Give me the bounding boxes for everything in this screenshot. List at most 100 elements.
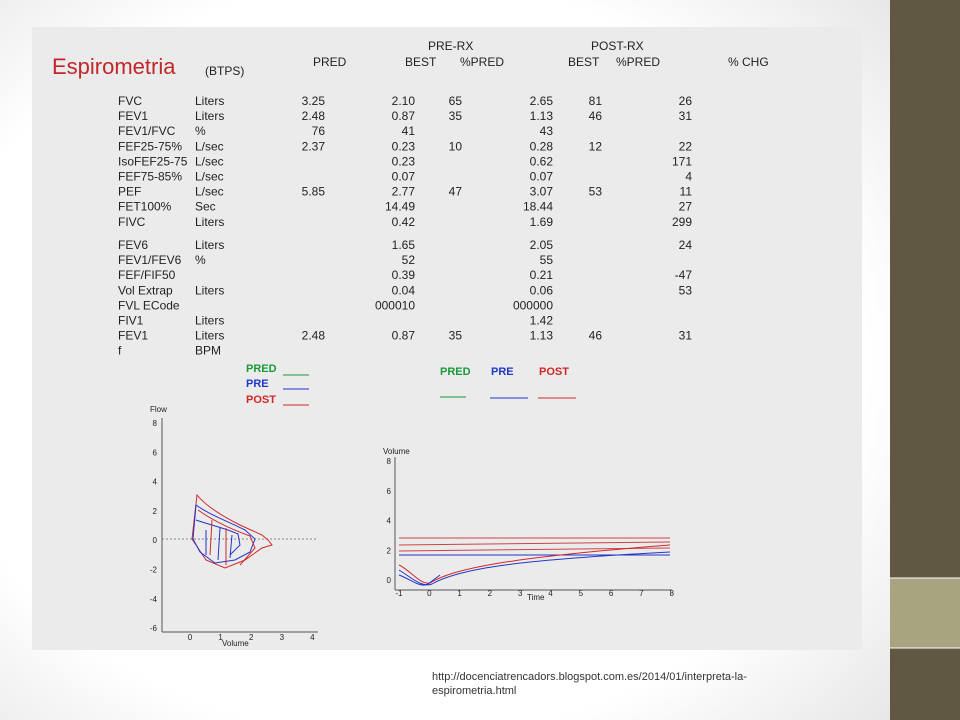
table-cell: 35 (449, 329, 463, 343)
source-line: espirometria.html (432, 685, 516, 697)
table-cell: 2.37 (302, 139, 326, 153)
y-tick-label: 6 (387, 487, 392, 496)
y-tick-label: 0 (153, 536, 158, 545)
table-cell: 0.62 (530, 154, 554, 168)
report-image (32, 27, 862, 650)
x-tick-label: 4 (548, 589, 553, 598)
pre-curve (398, 574, 441, 586)
legend-label: PRE (491, 366, 514, 378)
table-cell: 2.65 (530, 94, 554, 108)
table-cell: -47 (675, 268, 693, 282)
row-label: FEF/FIF50 (118, 268, 176, 282)
post-loop (191, 493, 273, 569)
axis-label: Time (527, 593, 545, 602)
table-cell: 171 (672, 154, 692, 168)
x-tick-label: 4 (310, 633, 315, 642)
x-tick-label: 2 (249, 633, 254, 642)
x-tick-label: 8 (669, 589, 674, 598)
y-tick-label: 4 (387, 517, 392, 526)
header: PRED (313, 55, 347, 69)
y-tick-label: -2 (150, 566, 158, 575)
table-cell: 81 (589, 94, 603, 108)
row-label: FVC (118, 94, 142, 108)
side-bar (890, 0, 960, 578)
table-cell: 2.48 (302, 109, 326, 123)
table-cell: 22 (679, 139, 693, 153)
row-label: FEV1 (118, 109, 148, 123)
axis-label: Flow (150, 405, 167, 414)
table-cell: Liters (195, 314, 224, 328)
y-tick-label: 2 (387, 546, 392, 555)
header: %PRED (460, 55, 504, 69)
row-label: FEV1/FEV6 (118, 253, 182, 267)
y-tick-label: -4 (150, 595, 158, 604)
y-tick-label: 6 (153, 448, 158, 457)
table-cell: 0.87 (392, 109, 416, 123)
table-cell: 3.25 (302, 94, 326, 108)
flow-volume-chart: Flow Volume (150, 405, 318, 648)
table-cell: 26 (679, 94, 693, 108)
table-cell: 000010 (375, 298, 415, 312)
table-cell: 31 (679, 109, 693, 123)
y-tick-label: 2 (153, 507, 158, 516)
table-cell: 0.04 (392, 283, 416, 297)
table-cell: L/sec (195, 170, 224, 184)
table-cell: 35 (449, 109, 463, 123)
x-tick-label: 2 (488, 589, 493, 598)
table-cell: 53 (679, 283, 693, 297)
volume-time-chart: Volume Time (383, 447, 672, 602)
table-cell: 43 (540, 124, 554, 138)
header: %PRED (616, 55, 660, 69)
x-tick-label: 3 (280, 633, 285, 642)
table-cell: 2.48 (302, 329, 326, 343)
table-cell: 14.49 (385, 200, 415, 214)
table-cell: 76 (312, 124, 326, 138)
row-label: Vol Extrap (118, 283, 173, 297)
table-cell: Sec (195, 200, 216, 214)
side-bar-accent (890, 578, 960, 648)
table-cell: % (195, 124, 206, 138)
legend-label: POST (246, 394, 276, 406)
table-cell: 5.85 (302, 185, 326, 199)
y-tick-label: 8 (387, 457, 392, 466)
row-label: FET100% (118, 200, 172, 214)
y-tick-label: 0 (387, 576, 392, 585)
row-label: FIVC (118, 215, 146, 229)
y-tick-label: -6 (150, 624, 158, 633)
post-curve (398, 544, 671, 584)
table-cell: Liters (195, 238, 224, 252)
table-cell: 000000 (513, 298, 553, 312)
legend-label: PRED (440, 366, 471, 378)
table-cell: 2.77 (392, 185, 416, 199)
table-cell: 0.07 (530, 170, 554, 184)
table-cell: 3.07 (530, 185, 554, 199)
x-tick-label: -1 (395, 589, 403, 598)
table-cell: 46 (589, 109, 603, 123)
side-bar (890, 648, 960, 720)
legend-label: POST (539, 366, 569, 378)
y-tick-label: 4 (153, 478, 158, 487)
table-cell: 31 (679, 329, 693, 343)
table-cell: 1.65 (392, 238, 416, 252)
table-cell: Liters (195, 215, 224, 229)
table-cell: 0.07 (392, 170, 416, 184)
pre-trials (195, 519, 241, 561)
legend-label: PRED (246, 363, 277, 375)
x-tick-label: 7 (639, 589, 644, 598)
table-cell: 41 (402, 124, 416, 138)
table-cell: 4 (685, 170, 692, 184)
source-line: http://docenciatrencadors.blogspot.com.e… (432, 671, 747, 683)
row-label: FEV1/FVC (118, 124, 176, 138)
axis-label: Volume (222, 639, 249, 648)
table-cell: 0.39 (392, 268, 416, 282)
legend-right: PRED PRE POST (440, 366, 576, 399)
table-cell: 1.13 (530, 109, 554, 123)
report-subtitle: (BTPS) (205, 64, 244, 78)
header: % CHG (728, 55, 769, 69)
table-cell: 52 (402, 253, 416, 267)
table-cell: 1.13 (530, 329, 554, 343)
row-label: FEF75-85% (118, 170, 182, 184)
legend-left: PRED PRE POST (246, 363, 309, 406)
table-cell: 0.06 (530, 283, 554, 297)
